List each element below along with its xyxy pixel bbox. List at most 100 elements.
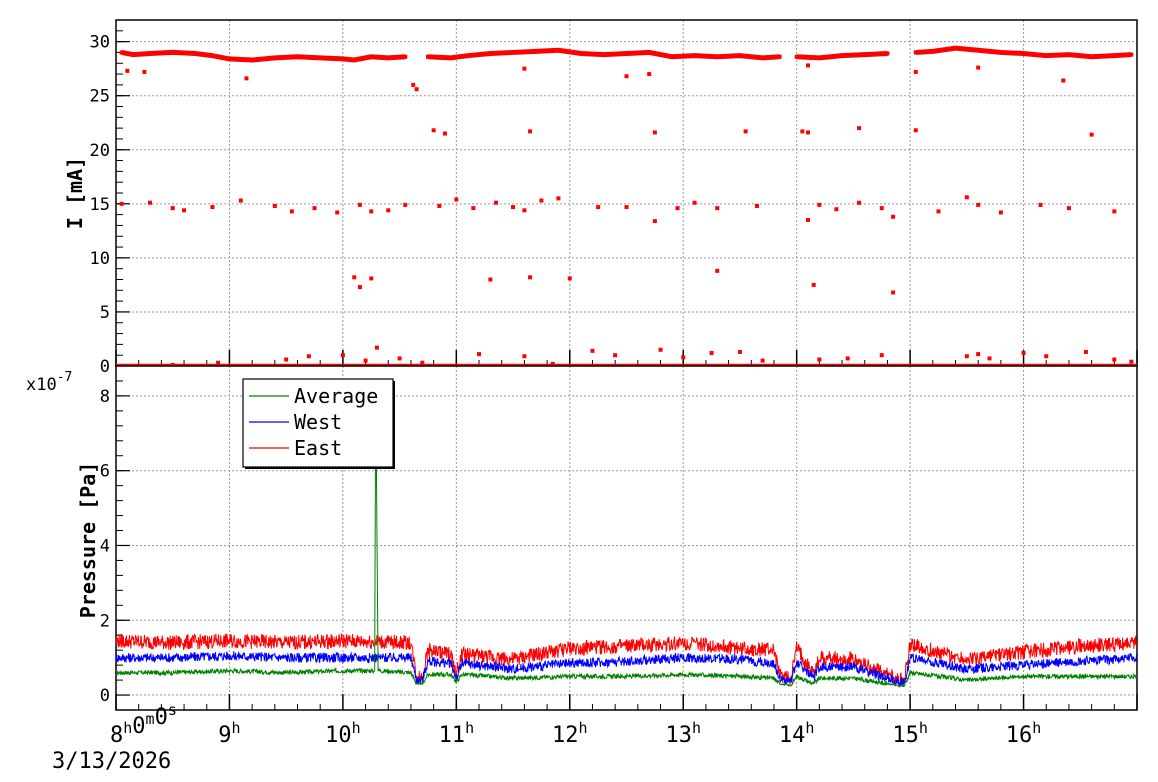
current-point	[340, 353, 345, 358]
y-tick-label: 0	[100, 357, 110, 377]
current-point	[834, 207, 839, 212]
current-point	[806, 218, 811, 223]
y-tick-label: 4	[100, 536, 110, 556]
pressure-plot: 0 2 4 6 8 Pressure [Pa] x10-7	[26, 365, 1138, 711]
current-point	[522, 66, 527, 71]
current-point	[1089, 132, 1094, 137]
y-tick-label: 10	[90, 249, 110, 269]
current-point	[431, 128, 436, 133]
current-point	[369, 276, 374, 281]
current-point	[1112, 357, 1117, 362]
x-tick-label: 8h0m0s	[110, 701, 177, 748]
current-point	[272, 203, 277, 208]
current-point	[987, 356, 992, 361]
legend-box	[242, 378, 394, 468]
current-point	[125, 68, 130, 73]
current-point	[374, 345, 379, 350]
current-point	[879, 353, 884, 358]
current-point	[976, 65, 981, 70]
date-label: 3/13/2026	[52, 749, 171, 774]
y-tick-label: 8	[100, 387, 110, 407]
legend-label-east: East	[294, 436, 342, 460]
current-point	[312, 206, 317, 211]
current-point	[477, 352, 482, 357]
current-point	[556, 196, 561, 201]
current-point	[522, 208, 527, 213]
current-point	[357, 285, 362, 290]
current-point	[976, 352, 981, 357]
current-point	[567, 276, 572, 281]
current-point	[550, 361, 555, 366]
y-tick-label: 5	[100, 303, 110, 323]
current-point	[817, 202, 822, 207]
current-point	[411, 82, 416, 87]
current-point	[289, 209, 294, 214]
current-point	[420, 360, 425, 365]
current-point	[539, 198, 544, 203]
current-point	[494, 200, 499, 205]
current-point	[754, 203, 759, 208]
current-point	[528, 129, 533, 134]
current-point	[437, 203, 442, 208]
current-point	[522, 354, 527, 359]
y-tick-label: 20	[90, 141, 110, 161]
current-axis-title: I [mA]	[63, 157, 87, 229]
plot-area	[116, 20, 1137, 366]
x-tick-label: 14h	[779, 719, 815, 748]
pressure-series-average	[115, 384, 1138, 688]
current-point	[913, 128, 918, 133]
current-point	[414, 87, 419, 92]
current-point	[845, 356, 850, 361]
current-band	[427, 47, 780, 61]
legend-label-west: West	[294, 410, 342, 434]
y-tick-label: 30	[90, 33, 110, 53]
x-tick-label: 12h	[552, 719, 588, 748]
pressure-series-east	[115, 632, 1138, 688]
current-point	[857, 126, 862, 131]
current-point	[652, 130, 657, 135]
pressure-series-west	[115, 651, 1138, 688]
current-point	[647, 72, 652, 77]
current-point	[1021, 351, 1026, 356]
current-point	[624, 205, 629, 210]
current-point	[170, 206, 175, 211]
plot-frame	[115, 365, 1138, 711]
current-point	[590, 348, 595, 353]
current-point	[284, 357, 289, 362]
current-point	[357, 202, 362, 207]
x-tick-label: 9h	[218, 719, 240, 748]
current-point	[976, 202, 981, 207]
current-point	[238, 198, 243, 203]
current-point	[182, 208, 187, 213]
current-point	[964, 354, 969, 359]
y-tick-label: 0	[100, 686, 110, 706]
current-point	[488, 277, 493, 282]
current-point	[811, 282, 816, 287]
x-tick-label: 13h	[665, 719, 701, 748]
current-plot: 0 5 10 15 20 25 30 I [mA]	[63, 19, 1138, 377]
current-point	[210, 205, 215, 210]
current-point	[352, 275, 357, 280]
x-tick-label: 10h	[325, 719, 361, 748]
current-band	[796, 51, 888, 61]
current-point	[369, 209, 374, 214]
current-point	[363, 358, 368, 363]
current-point	[681, 355, 686, 360]
current-point	[879, 206, 884, 211]
current-band	[121, 49, 406, 63]
current-point	[148, 200, 153, 205]
current-point	[403, 202, 408, 207]
current-point	[692, 200, 697, 205]
current-point	[216, 360, 221, 365]
current-point	[817, 357, 822, 362]
current-point	[1066, 206, 1071, 211]
current-point	[511, 205, 516, 210]
current-point	[306, 354, 311, 359]
y-tick-label: 2	[100, 611, 110, 631]
current-point	[142, 69, 147, 74]
current-point	[658, 347, 663, 352]
current-point	[715, 206, 720, 211]
current-point	[596, 205, 601, 210]
